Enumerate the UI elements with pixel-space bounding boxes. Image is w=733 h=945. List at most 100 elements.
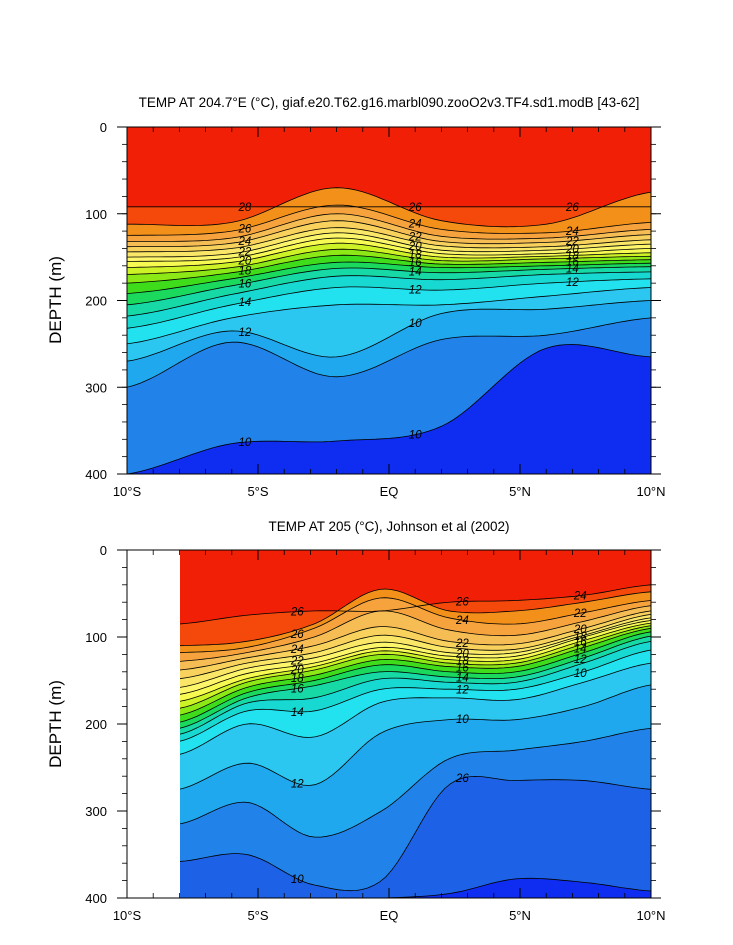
contour-22 — [180, 617, 651, 688]
contour-24 — [127, 220, 651, 248]
contour-label: 18 — [574, 631, 587, 643]
contour-label: 22 — [238, 247, 252, 259]
contour-label: 12 — [566, 277, 579, 289]
contour-labels: 2826242220181614121026242220181614121010… — [238, 202, 580, 449]
contour-label: 24 — [290, 644, 304, 656]
y-axis-label: DEPTH (m) — [46, 256, 65, 344]
contour-label: 18 — [409, 249, 422, 261]
contour-label: 22 — [408, 232, 422, 244]
contour-label: 18 — [566, 251, 579, 263]
contour-label: 16 — [574, 636, 587, 648]
contour-label: 20 — [573, 624, 587, 636]
contour-label: 10 — [409, 318, 422, 330]
y-tick-label: 400 — [85, 467, 107, 482]
contour-15 — [127, 271, 651, 317]
contour-12 — [127, 300, 651, 362]
contour-label: 22 — [455, 638, 469, 650]
x-tick-label: 5°N — [509, 908, 531, 923]
y-tick-label: 100 — [85, 207, 107, 222]
band-10 — [180, 776, 651, 898]
contour-label: 10 — [456, 714, 469, 726]
contour-15 — [180, 641, 651, 735]
contour-18 — [127, 254, 651, 284]
y-tick-label: 200 — [85, 717, 107, 732]
plot-area: 2626242220181614121026242220181614121026… — [126, 549, 652, 899]
contour-13 — [180, 662, 651, 755]
contour-label: 16 — [291, 684, 304, 696]
contour-23 — [180, 614, 651, 680]
x-tick-label: 5°N — [509, 484, 531, 499]
contour-label: 24 — [238, 236, 252, 248]
contour-label: 26 — [290, 607, 304, 619]
contour-20 — [127, 242, 651, 268]
contour-24 — [180, 610, 651, 671]
contour-23 — [127, 227, 651, 253]
contour-label: 24 — [408, 219, 422, 231]
contour-label: 14 — [566, 264, 579, 276]
contour-label: 18 — [239, 266, 252, 278]
contour-21 — [127, 237, 651, 262]
x-tick-label: 10°S — [113, 484, 142, 499]
x-tick-label: EQ — [380, 908, 399, 923]
contour-label: 24 — [573, 591, 587, 603]
contour-label: 12 — [291, 779, 304, 791]
contour-label: 20 — [408, 241, 422, 253]
contour-label: 10 — [239, 437, 252, 449]
y-tick-label: 0 — [100, 543, 107, 558]
axes: 10°S 5°S EQ 5°N 10°N 0 100 200 300 400 — [85, 543, 665, 923]
contour-16 — [180, 635, 651, 729]
contour-27 — [127, 187, 651, 228]
contour-10 — [127, 344, 651, 474]
contour-label: 24 — [565, 226, 579, 238]
contour-label: 20 — [455, 649, 469, 661]
y-tick-label: 300 — [85, 804, 107, 819]
contour-11 — [180, 728, 651, 838]
y-tick-label: 100 — [85, 630, 107, 645]
contour-label: 16 — [456, 662, 469, 674]
contour-label: 12 — [239, 327, 252, 339]
contour-label: 26 — [455, 597, 469, 609]
contour-19 — [127, 248, 651, 275]
contour-fills — [180, 550, 651, 898]
contour-label: 10 — [574, 668, 587, 680]
contour-label: 16 — [409, 257, 422, 269]
x-tick-label: 5°S — [247, 908, 268, 923]
contour-labels: 2626242220181614121026242220181614121026… — [290, 591, 587, 886]
contour-label: 14 — [291, 707, 304, 719]
contour-13 — [127, 287, 651, 345]
contour-25 — [180, 605, 651, 662]
contour-label: 18 — [291, 673, 304, 685]
contour-label: 14 — [239, 297, 252, 309]
contour-lines — [180, 584, 651, 898]
band-9 — [180, 878, 651, 898]
panel-model: TEMP AT 204.7°E (°C), giaf.e20.T62.g16.m… — [46, 95, 666, 499]
x-tick-label: 10°N — [636, 484, 665, 499]
contour-26 — [180, 597, 651, 654]
contour-25 — [127, 213, 651, 242]
contour-fills — [127, 127, 651, 474]
contour-label: 20 — [238, 255, 252, 267]
contour-10 — [180, 775, 651, 892]
panel-observations: TEMP AT 205 (°C), Johnson et al (2002) 2… — [46, 519, 666, 923]
contour-17 — [180, 631, 651, 723]
contour-19 — [180, 625, 651, 709]
contour-26 — [127, 204, 651, 236]
contour-label: 10 — [409, 430, 422, 442]
contour-label: 24 — [455, 615, 469, 627]
contour-label: 14 — [409, 267, 422, 279]
y-axis-label: DEPTH (m) — [46, 680, 65, 768]
contour-21 — [180, 620, 651, 695]
contour-label: 28 — [238, 202, 252, 214]
contour-label: 14 — [574, 643, 587, 655]
contour-20 — [180, 622, 651, 702]
contour-label: 20 — [565, 244, 579, 256]
contour-label: 12 — [409, 285, 422, 297]
x-tick-label: EQ — [380, 484, 399, 499]
contour-label: 16 — [566, 257, 579, 269]
panel-title: TEMP AT 204.7°E (°C), giaf.e20.T62.g16.m… — [139, 95, 640, 110]
contour-label: 26 — [565, 202, 579, 214]
panel-title: TEMP AT 205 (°C), Johnson et al (2002) — [268, 519, 509, 534]
contour-label: 16 — [239, 278, 252, 290]
contour-label: 26 — [290, 629, 304, 641]
